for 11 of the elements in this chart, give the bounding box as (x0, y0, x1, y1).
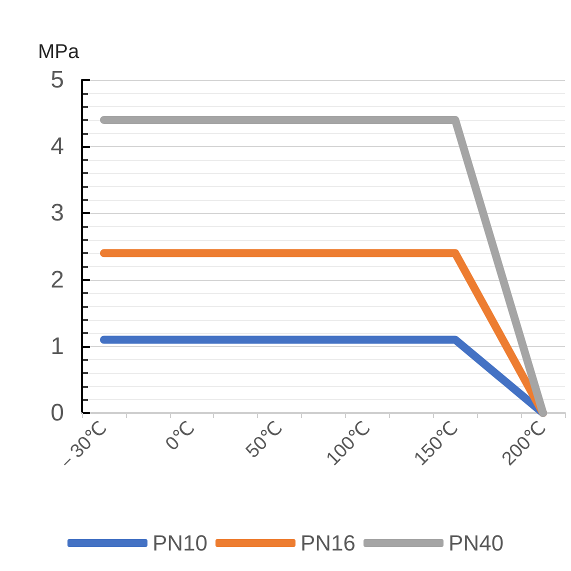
legend-label: PN40 (448, 530, 504, 556)
y-tick-label: 1 (50, 332, 64, 360)
x-tick-label: 0℃ (162, 418, 200, 455)
y-axis-title: MPa (38, 41, 80, 63)
y-tick-label: 2 (50, 266, 64, 294)
legend-label: PN10 (152, 530, 208, 556)
y-tick-label: 3 (50, 200, 64, 227)
y-tick-label: 5 (50, 66, 64, 94)
legend-label: PN16 (300, 530, 356, 556)
y-tick-label: 0 (50, 400, 64, 426)
y-tick-label: 4 (50, 133, 64, 160)
